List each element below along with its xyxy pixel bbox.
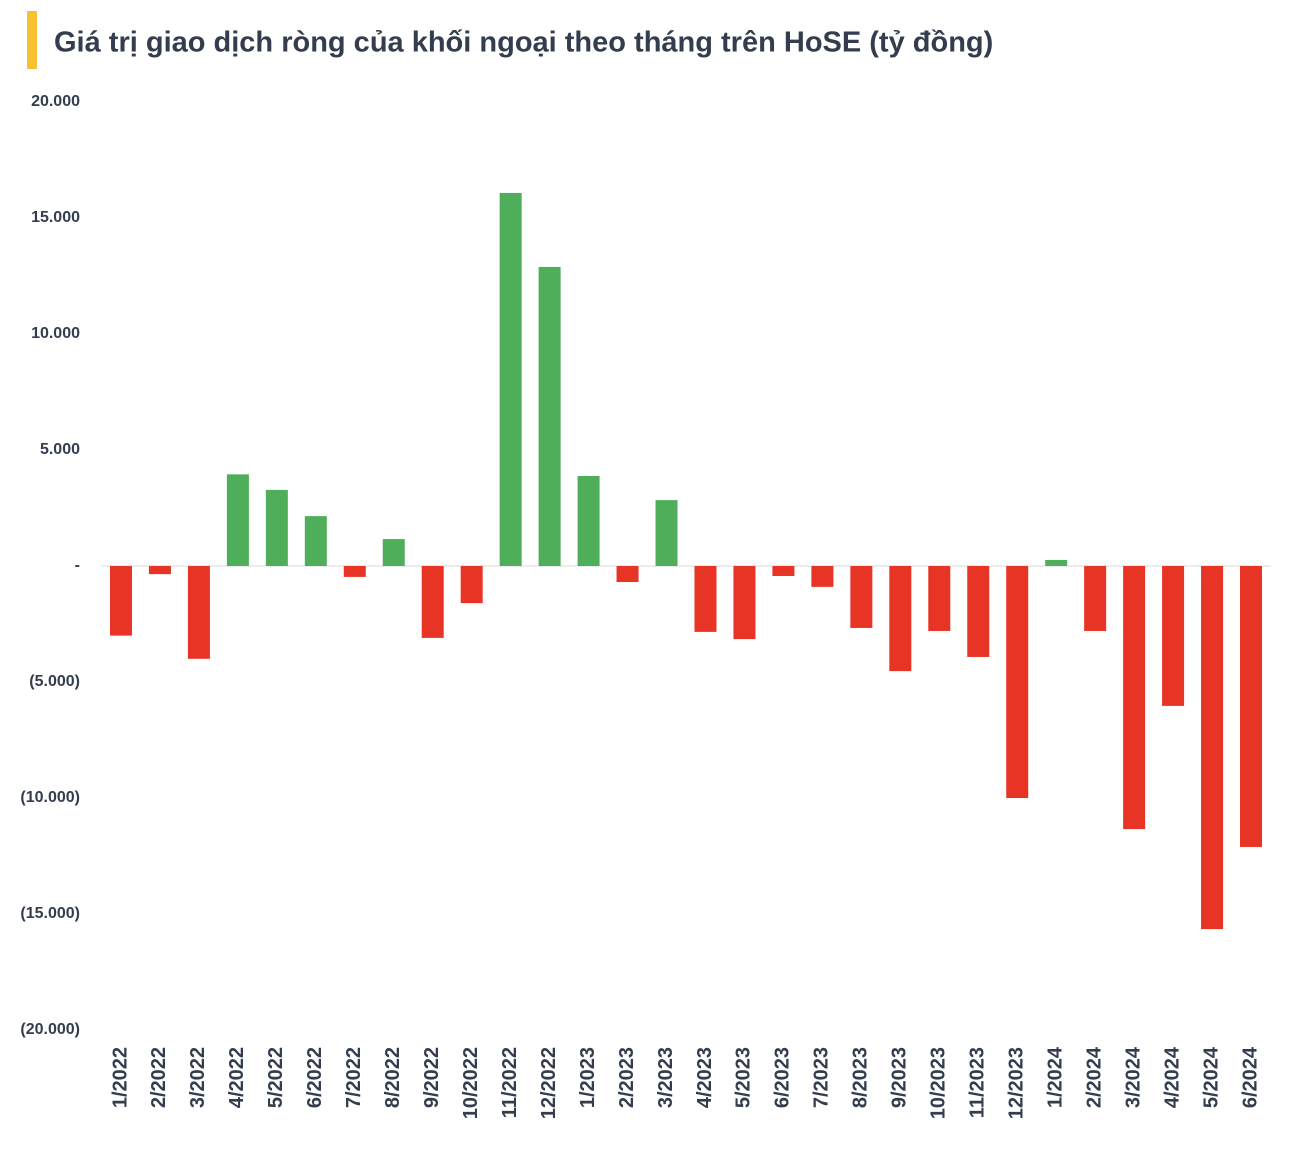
x-tick-label: 5/2023	[733, 1047, 755, 1108]
bar	[1201, 566, 1224, 930]
x-tick-label: 3/2024	[1122, 1046, 1144, 1108]
bar	[148, 566, 171, 575]
x-tick-label: 9/2022	[421, 1047, 443, 1108]
x-tick-label: 11/2022	[499, 1047, 521, 1118]
bar	[304, 516, 327, 566]
bar	[460, 566, 483, 604]
y-tick-label: 10.000	[31, 325, 80, 342]
bar	[928, 566, 951, 631]
x-tick-label: 10/2022	[460, 1047, 482, 1119]
bar	[265, 489, 288, 566]
x-tick-label: 1/2024	[1044, 1046, 1066, 1108]
bar	[967, 566, 990, 657]
x-tick-label: 4/2024	[1161, 1046, 1183, 1108]
bar	[1123, 566, 1146, 830]
x-tick-label: 4/2022	[226, 1047, 248, 1108]
x-tick-label: 4/2023	[694, 1047, 716, 1108]
x-tick-label: 3/2023	[655, 1047, 677, 1108]
y-tick-label: 5.000	[40, 441, 80, 458]
y-tick-label: (5.000)	[29, 673, 80, 690]
x-tick-label: 2/2022	[148, 1047, 170, 1108]
x-tick-label: 2/2023	[616, 1047, 638, 1108]
bar	[1084, 566, 1107, 631]
bar	[616, 566, 639, 583]
bar	[1240, 566, 1263, 847]
bar	[655, 500, 678, 566]
x-tick-label: 2/2024	[1083, 1046, 1105, 1108]
x-tick-label: 1/2022	[109, 1047, 131, 1108]
bar	[772, 566, 795, 576]
x-tick-label: 7/2023	[811, 1047, 833, 1108]
bar	[850, 566, 873, 628]
y-tick-label: (15.000)	[20, 905, 80, 922]
bar	[811, 566, 834, 587]
x-tick-label: 10/2023	[928, 1047, 950, 1119]
bar	[1045, 559, 1068, 566]
bar	[1006, 566, 1029, 798]
x-tick-label: 7/2022	[343, 1047, 365, 1108]
bar	[1162, 566, 1185, 706]
bar	[421, 566, 444, 638]
x-tick-label: 6/2023	[772, 1047, 794, 1108]
y-tick-label: (10.000)	[20, 789, 80, 806]
x-tick-label: 3/2022	[187, 1047, 209, 1108]
x-tick-label: 6/2022	[304, 1047, 326, 1108]
bar	[499, 192, 522, 566]
bar	[538, 266, 561, 566]
bar	[343, 566, 366, 577]
bar	[889, 566, 912, 672]
bar	[577, 475, 600, 566]
bar	[382, 539, 405, 566]
x-tick-label: 11/2023	[967, 1047, 989, 1118]
x-tick-label: 6/2024	[1239, 1046, 1261, 1108]
bar	[226, 474, 249, 566]
x-tick-label: 1/2023	[577, 1047, 599, 1108]
y-tick-label: 15.000	[31, 209, 80, 226]
bar	[109, 566, 132, 636]
x-tick-label: 12/2022	[538, 1047, 560, 1119]
title-accent	[27, 11, 37, 69]
x-tick-label: 5/2022	[265, 1047, 287, 1108]
bar	[694, 566, 717, 632]
x-tick-label: 5/2024	[1200, 1046, 1222, 1108]
y-tick-label: 20.000	[31, 93, 80, 110]
chart-title: Giá trị giao dịch ròng của khối ngoại th…	[54, 27, 993, 59]
y-tick-label: (20.000)	[20, 1021, 80, 1038]
x-tick-label: 9/2023	[889, 1047, 911, 1108]
x-tick-label: 8/2022	[382, 1047, 404, 1108]
x-tick-label: 12/2023	[1005, 1047, 1027, 1119]
x-tick-label: 8/2023	[850, 1047, 872, 1108]
bar	[733, 566, 756, 640]
y-tick-label: -	[75, 557, 80, 574]
bar	[187, 566, 210, 659]
